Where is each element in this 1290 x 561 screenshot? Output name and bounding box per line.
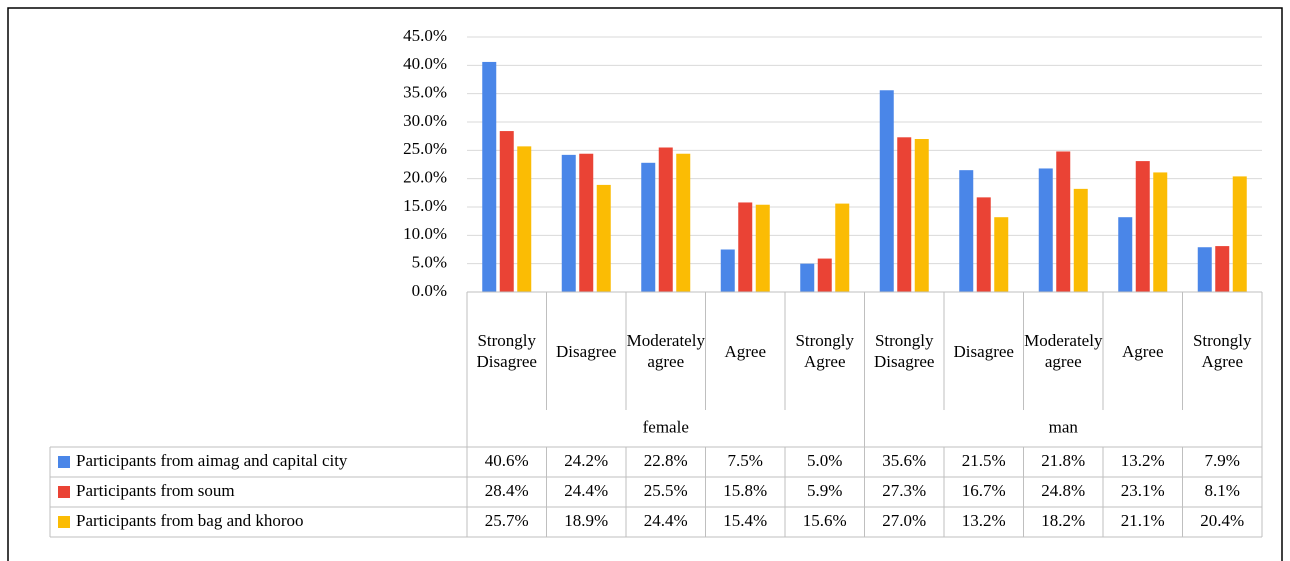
bar xyxy=(879,90,894,293)
table-value: 22.8% xyxy=(644,451,688,470)
bar xyxy=(1135,161,1150,292)
bar xyxy=(579,153,594,292)
y-tick-label: 10.0% xyxy=(403,224,447,243)
x-tick-label: Moderately agree xyxy=(1024,331,1103,371)
bar xyxy=(1056,151,1071,292)
table-value: 35.6% xyxy=(882,451,926,470)
bar xyxy=(994,217,1009,292)
table-value: 5.0% xyxy=(807,451,842,470)
legend-label: Participants from soum xyxy=(76,481,235,500)
bar xyxy=(596,184,611,292)
table-value: 40.6% xyxy=(485,451,529,470)
x-tick-label: Disagree xyxy=(953,341,1014,361)
bar xyxy=(641,162,656,292)
table-value: 25.7% xyxy=(485,511,529,530)
table-value: 15.6% xyxy=(803,511,847,530)
y-tick-label: 5.0% xyxy=(412,253,447,272)
bar xyxy=(482,61,497,292)
table-value: 18.2% xyxy=(1041,511,1085,530)
table-value: 24.2% xyxy=(564,451,608,470)
y-tick-label: 40.0% xyxy=(403,54,447,73)
table-value: 24.4% xyxy=(644,511,688,530)
legend-swatch xyxy=(58,516,70,528)
y-tick-label: 45.0% xyxy=(403,26,447,45)
table-value: 15.4% xyxy=(723,511,767,530)
table-value: 23.1% xyxy=(1121,481,1165,500)
table-value: 27.0% xyxy=(882,511,926,530)
y-tick-label: 15.0% xyxy=(403,196,447,215)
table-value: 21.5% xyxy=(962,451,1006,470)
bar xyxy=(738,202,753,292)
bar xyxy=(897,137,912,292)
bar xyxy=(800,263,815,292)
bar xyxy=(1118,217,1133,292)
table-value: 8.1% xyxy=(1205,481,1240,500)
bar xyxy=(658,147,673,292)
bar xyxy=(517,146,532,292)
bar xyxy=(676,153,691,292)
legend-swatch xyxy=(58,456,70,468)
table-value: 24.8% xyxy=(1041,481,1085,500)
x-tick-label: Agree xyxy=(724,341,767,361)
bar xyxy=(499,131,514,292)
table-value: 13.2% xyxy=(962,511,1006,530)
bar xyxy=(817,258,832,292)
bar xyxy=(1232,176,1247,292)
x-tick-label: Strongly Agree xyxy=(1192,331,1252,371)
table-value: 20.4% xyxy=(1200,511,1244,530)
table-value: 24.4% xyxy=(564,481,608,500)
legend-label: Participants from bag and khoroo xyxy=(76,511,304,530)
table-value: 16.7% xyxy=(962,481,1006,500)
frame xyxy=(7,7,1283,561)
table-value: 28.4% xyxy=(485,481,529,500)
bar xyxy=(835,203,850,292)
table-value: 27.3% xyxy=(882,481,926,500)
bar xyxy=(959,170,974,292)
x-tick-label: Moderately agree xyxy=(626,331,705,371)
bar xyxy=(1215,246,1230,292)
group-label: female xyxy=(643,417,689,436)
table-value: 18.9% xyxy=(564,511,608,530)
y-tick-label: 20.0% xyxy=(403,168,447,187)
legend-swatch xyxy=(58,486,70,498)
legend-label: Participants from aimag and capital city xyxy=(76,451,348,470)
y-tick-label: 0.0% xyxy=(412,281,447,300)
table-value: 25.5% xyxy=(644,481,688,500)
y-tick-label: 30.0% xyxy=(403,111,447,130)
table-value: 21.1% xyxy=(1121,511,1165,530)
y-tick-label: 35.0% xyxy=(403,83,447,102)
table-value: 13.2% xyxy=(1121,451,1165,470)
group-label: man xyxy=(1049,417,1079,436)
bar xyxy=(1197,247,1212,292)
x-tick-label: Strongly Disagree xyxy=(476,331,537,371)
bar xyxy=(720,249,735,292)
bar xyxy=(914,139,929,292)
table-value: 5.9% xyxy=(807,481,842,500)
x-tick-label: Disagree xyxy=(556,341,617,361)
bar xyxy=(1073,188,1088,292)
y-tick-label: 25.0% xyxy=(403,139,447,158)
table-value: 15.8% xyxy=(723,481,767,500)
bar xyxy=(755,204,770,292)
table-value: 7.5% xyxy=(728,451,763,470)
x-tick-label: Strongly Agree xyxy=(795,331,855,371)
bar xyxy=(1038,168,1053,292)
x-tick-label: Strongly Disagree xyxy=(874,331,935,371)
table-value: 7.9% xyxy=(1205,451,1240,470)
table-value: 21.8% xyxy=(1041,451,1085,470)
bar xyxy=(1153,172,1168,292)
bar xyxy=(976,197,991,292)
x-tick-label: Agree xyxy=(1121,341,1164,361)
bar xyxy=(561,154,576,292)
